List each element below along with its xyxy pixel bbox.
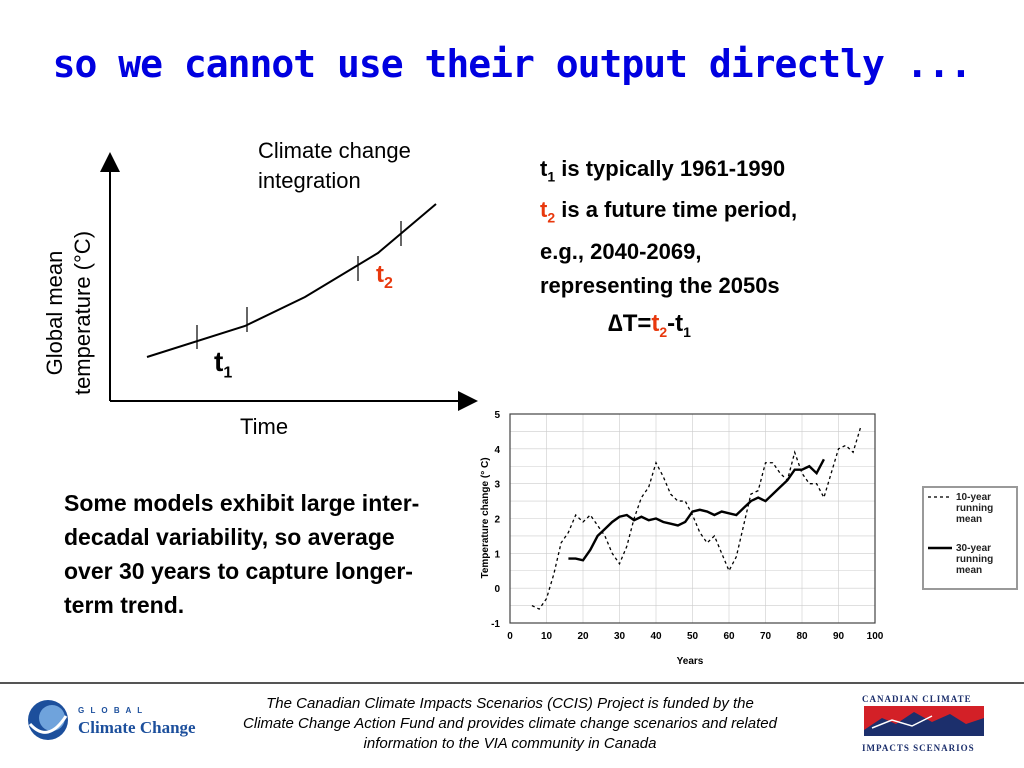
y-tick-label: 5 — [494, 410, 500, 421]
schematic-x-label: Time — [240, 414, 289, 439]
schematic-trend-line — [146, 203, 437, 358]
t2-subscript: 2 — [384, 274, 393, 292]
chart-series — [531, 427, 862, 610]
notes-line-4: representing the 2050s — [540, 272, 780, 298]
legend-solid-swatch — [928, 546, 952, 550]
delta-formula: ∆T=t2-t1 — [608, 310, 691, 340]
t2-label: t2 — [376, 261, 393, 293]
notes-t1: t — [540, 156, 548, 181]
notes-line-1: t1 is typically 1961-1990 — [540, 152, 797, 193]
legend-dashed-swatch — [928, 496, 952, 498]
legend-label-30yr: 30-year running mean — [956, 543, 994, 576]
x-tick-label: 0 — [507, 631, 513, 642]
schematic-chart — [100, 152, 478, 411]
x-tick-label: 90 — [833, 631, 845, 642]
delta-t1-sub: 1 — [683, 323, 691, 340]
t1-text: t — [214, 346, 224, 377]
notes-line-1-text: is typically 1961-1990 — [555, 156, 786, 181]
footer-line-3: information to the VIA community in Cana… — [363, 735, 657, 752]
t1-label: t1 — [214, 346, 232, 383]
x-tick-label: 80 — [796, 631, 808, 642]
ccis-logo: CANADIAN CLIMATE IMPACTS SCENARIOS — [862, 694, 986, 753]
notes-t2-sub: 2 — [547, 209, 556, 226]
footer-text: The Canadian Climate Impacts Scenarios (… — [190, 694, 830, 754]
t2-text: t — [376, 261, 384, 288]
notes-t1-sub: 1 — [547, 168, 556, 185]
schematic-y-label: Global mean temperature (°C) — [41, 188, 97, 438]
annotation-line-1: Climate change — [258, 138, 411, 163]
chart-ticks: 0 10 20 30 40 50 60 70 80 90 100 -1 0 1 2 3 4 5 — [491, 410, 884, 642]
temperature-chart: 0 10 20 30 40 50 60 70 80 90 100 -1 0 1 2 3 4 5 Years Tem… — [480, 410, 884, 667]
y-tick-label: -1 — [491, 619, 500, 630]
y-tick-label: 4 — [494, 445, 500, 456]
global-climate-change-logo: G L O B A L Climate Change — [22, 696, 196, 753]
gcc-small-text: G L O B A L — [78, 706, 145, 715]
chart-y-axis-label: Temperature change (° C) — [480, 457, 491, 578]
gcc-big-text: Climate Change — [78, 718, 196, 737]
delta-t2: t — [651, 310, 660, 337]
x-tick-label: 10 — [541, 631, 553, 642]
notes-line-2: t2 is a future time period, — [540, 193, 797, 234]
chart-x-axis-label: Years — [677, 656, 704, 667]
y-tick-label: 1 — [494, 549, 500, 560]
x-tick-label: 20 — [577, 631, 589, 642]
x-tick-label: 40 — [650, 631, 662, 642]
ccis-flag-icon — [864, 706, 984, 736]
chart-legend: 10-year running mean 30-year running mea… — [922, 486, 1018, 590]
y-tick-label: 3 — [494, 480, 500, 491]
ccis-bottom-text: IMPACTS SCENARIOS — [862, 743, 975, 753]
annotation-line-2: integration — [258, 168, 361, 193]
y-tick-label: 2 — [494, 515, 500, 526]
x-tick-label: 70 — [760, 631, 772, 642]
notes-t2: t — [540, 197, 548, 223]
x-tick-label: 60 — [723, 631, 735, 642]
page-title: so we cannot use their output directly .… — [52, 42, 973, 86]
variability-note: Some models exhibit large inter-decadal … — [64, 490, 420, 618]
chart-grid — [509, 413, 876, 624]
ylabel-line-2: temperature (°C) — [70, 230, 95, 396]
ylabel-line-1: Global mean — [42, 250, 67, 376]
delta-minus-t1: -t — [667, 310, 684, 337]
legend-label-10yr: 10-year running mean — [956, 492, 994, 525]
x-tick-label: 100 — [867, 631, 884, 642]
chart-plot-frame — [509, 413, 876, 624]
footer-divider — [0, 682, 1024, 684]
y-tick-label: 0 — [494, 584, 500, 595]
ccis-top-text: CANADIAN CLIMATE — [862, 694, 972, 704]
x-tick-label: 30 — [614, 631, 626, 642]
t1-subscript: 1 — [223, 364, 233, 382]
notes-line-3: e.g., 2040-2069, — [540, 238, 702, 264]
footer-line-1: The Canadian Climate Impacts Scenarios (… — [266, 695, 754, 712]
delta-symbol: ∆ — [608, 310, 623, 337]
x-tick-label: 50 — [687, 631, 699, 642]
footer-line-2: Climate Change Action Fund and provides … — [243, 715, 777, 732]
schematic-annotation: Climate change integration — [258, 136, 411, 196]
delta-t2-sub: 2 — [659, 323, 668, 340]
delta-eq: T= — [622, 310, 652, 337]
notes-line-2-text: is a future time period, — [555, 197, 798, 223]
period-notes: t1 is typically 1961-1990 t2 is a future… — [540, 152, 797, 303]
series-30yr-line — [568, 458, 825, 562]
gcc-swirl-icon — [28, 700, 68, 740]
series-10yr-line — [531, 427, 862, 610]
